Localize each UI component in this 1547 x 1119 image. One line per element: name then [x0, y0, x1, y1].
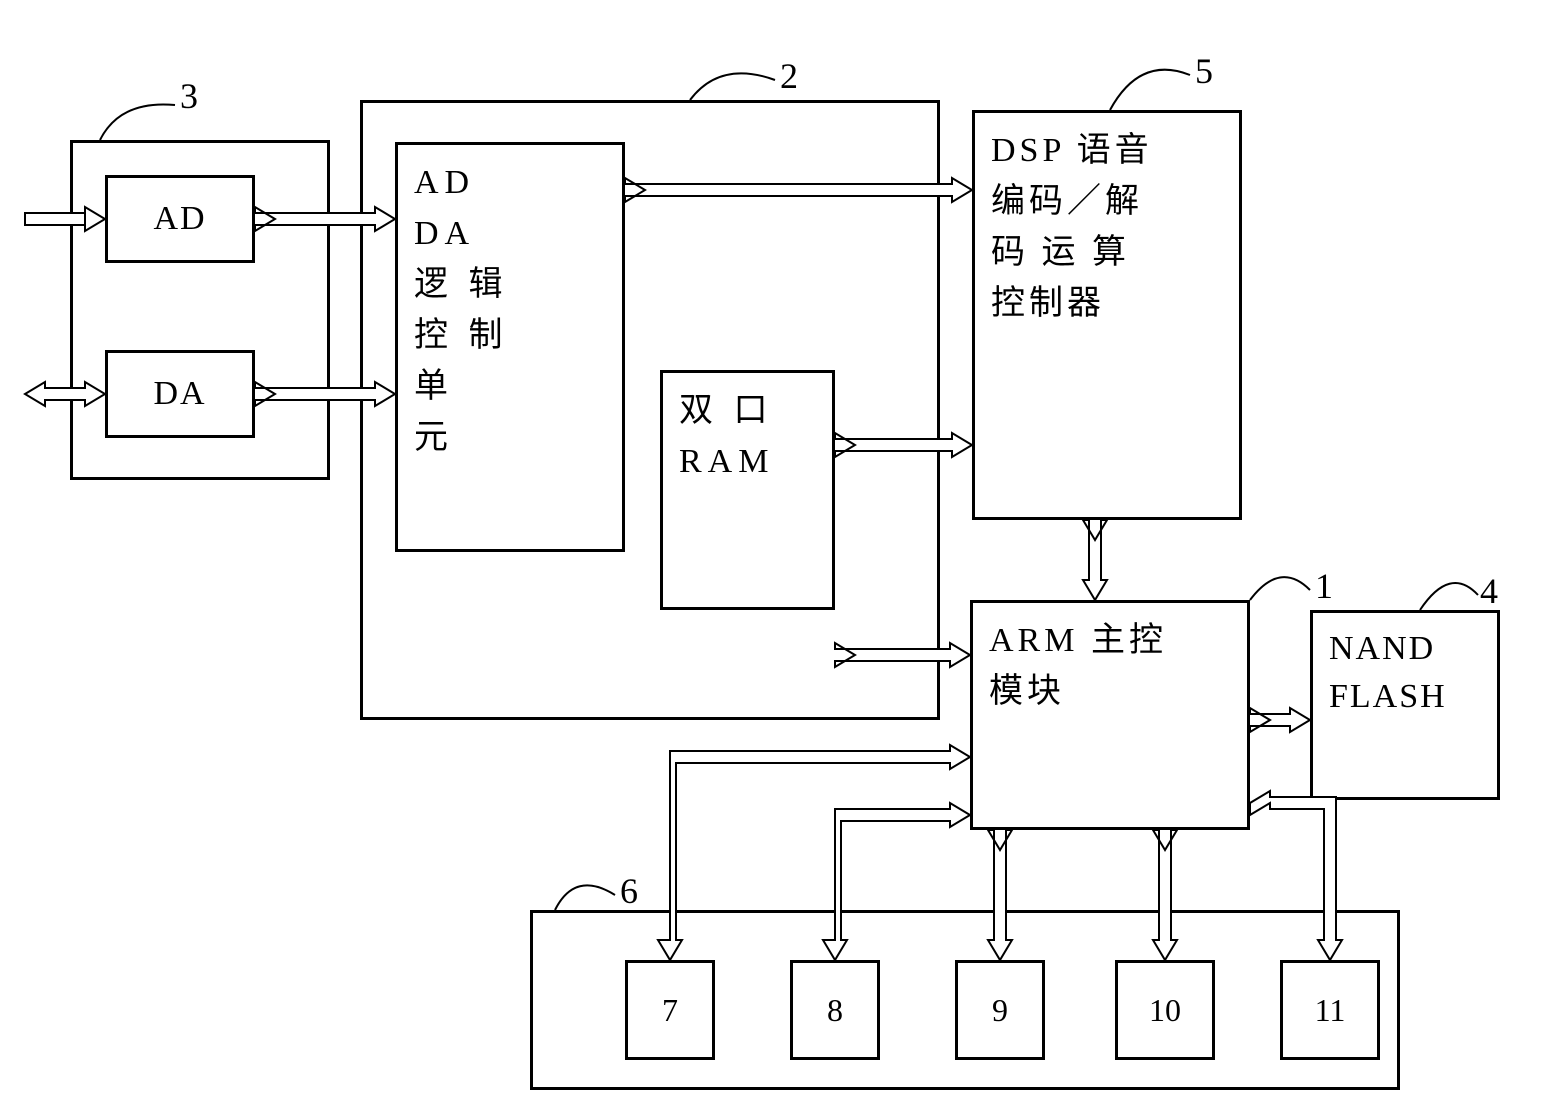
arrow-arm-11: [0, 0, 1547, 1119]
